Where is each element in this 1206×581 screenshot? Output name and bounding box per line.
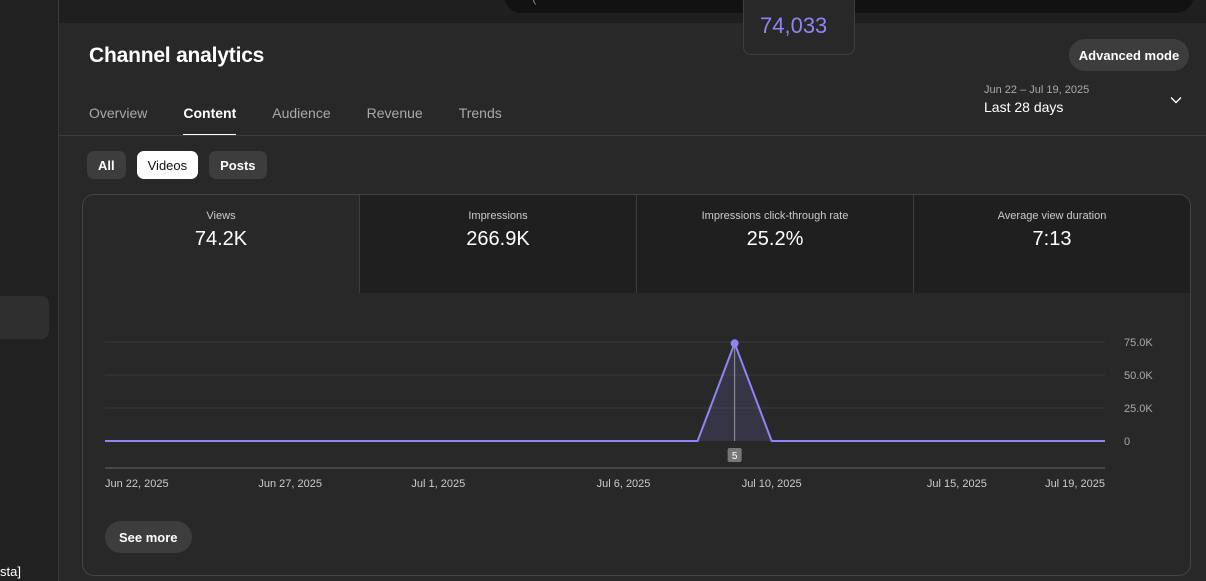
data-point	[730, 339, 739, 348]
y-tick-label: 50.0K	[1124, 370, 1153, 382]
date-range-dates: Jun 22 – Jul 19, 2025	[984, 84, 1090, 96]
metric-value: 266.9K	[466, 228, 530, 250]
metric-label: Average view duration	[997, 210, 1107, 222]
x-tick-label: Jul 1, 2025	[411, 478, 465, 490]
page-title: Channel analytics	[89, 44, 265, 67]
metric-views[interactable]: Views 74.2K	[83, 195, 359, 293]
x-tick-label: Jul 15, 2025	[927, 478, 987, 490]
event-marker	[727, 448, 742, 462]
tab-audience[interactable]: Audience	[272, 105, 331, 121]
nav-cut-label: sta]	[0, 564, 21, 579]
advanced-mode-button[interactable]: Advanced mode	[1069, 39, 1189, 71]
date-range-label: Last 28 days	[984, 99, 1064, 115]
tab-divider	[59, 135, 1206, 136]
y-tick-label: 0	[1124, 436, 1130, 448]
metric-label: Impressions	[468, 210, 528, 222]
event-marker-label: 5	[732, 451, 738, 462]
metric-impressions[interactable]: Impressions 266.9K	[359, 195, 636, 293]
tab-trends[interactable]: Trends	[458, 105, 502, 121]
search-text: (	[532, 0, 536, 5]
analytics-card: Views 74.2K Impressions 266.9K Impressio…	[82, 194, 1191, 576]
y-tick-label: 25.0K	[1124, 403, 1153, 415]
tab-revenue[interactable]: Revenue	[366, 105, 423, 121]
series-area	[105, 343, 1105, 441]
series-line	[105, 342, 1105, 442]
x-tick-label: Jun 27, 2025	[258, 478, 322, 490]
left-navigation: sta]	[0, 0, 59, 581]
analytics-tabs: Overview Content Audience Revenue Trends	[89, 105, 502, 136]
tooltip-value: 74,033	[760, 13, 828, 38]
metric-avg-duration[interactable]: Average view duration 7:13	[913, 195, 1190, 293]
chip-videos[interactable]: Videos	[136, 151, 199, 179]
see-more-button[interactable]: See more	[105, 521, 192, 553]
views-line-chart[interactable]: 0 25.0K 50.0K 75.0K Jun 22, 2025 Jun 27, 2025…	[83, 293, 1190, 503]
tab-overview[interactable]: Overview	[89, 105, 148, 121]
metric-label: Impressions click-through rate	[701, 210, 849, 222]
x-tick-label: Jul 19, 2025	[1045, 478, 1105, 490]
metric-value: 25.2%	[746, 228, 804, 250]
x-tick-label: Jun 22, 2025	[105, 478, 169, 490]
chip-posts[interactable]: Posts	[209, 151, 267, 179]
y-tick-label: 75.0K	[1124, 337, 1153, 349]
x-tick-label: Jul 6, 2025	[597, 478, 651, 490]
content-type-chips: All Videos Posts	[87, 151, 267, 179]
chip-all[interactable]: All	[87, 151, 126, 179]
metric-value: 74.2K	[194, 228, 248, 250]
metric-label: Views	[206, 210, 236, 222]
nav-item-selected[interactable]	[0, 296, 49, 339]
top-bar: (	[59, 0, 1206, 23]
chart-tooltip: 74,033	[743, 0, 855, 55]
tab-content[interactable]: Content	[183, 105, 237, 136]
metric-tiles: Views 74.2K Impressions 266.9K Impressio…	[83, 195, 1190, 293]
metric-value: 7:13	[1032, 228, 1072, 250]
metric-ctr[interactable]: Impressions click-through rate 25.2%	[636, 195, 913, 293]
x-tick-label: Jul 10, 2025	[742, 478, 802, 490]
chevron-down-icon	[1170, 97, 1182, 104]
date-range-picker[interactable]: Jun 22 – Jul 19, 2025 Last 28 days	[984, 84, 1189, 115]
